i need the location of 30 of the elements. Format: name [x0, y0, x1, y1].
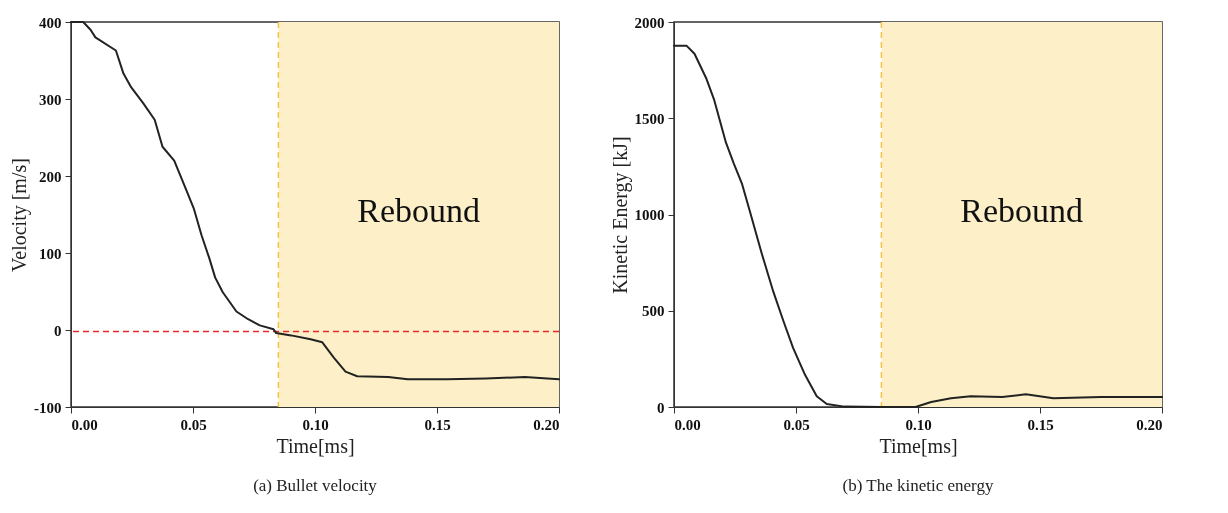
y-tick-label: 100: [39, 245, 62, 262]
x-axis-title: Time[ms]: [879, 434, 958, 457]
x-tick-label: 0.15: [1027, 416, 1054, 433]
y-tick-label: 2000: [634, 14, 665, 31]
y-tick-label: 300: [39, 91, 62, 108]
x-tick-label: 0.05: [180, 416, 207, 433]
x-tick-label: 0.00: [674, 416, 701, 433]
y-tick-label: 1000: [634, 207, 665, 223]
x-tick-label: 0.10: [302, 416, 329, 433]
y-axis-title: Kinetic Energy [kJ]: [608, 136, 632, 294]
y-tick-label: 0: [657, 399, 665, 416]
y-tick-label: -100: [34, 399, 62, 416]
line-series: [70, 21, 560, 381]
band-label: Rebound: [357, 192, 481, 229]
y-tick-label: 1500: [634, 110, 665, 127]
x-axis-title: Time[ms]: [276, 434, 355, 457]
y-axis-title: Velocity [m/s]: [8, 158, 31, 272]
y-tick-label: 500: [642, 303, 665, 320]
y-tick-label: 0: [54, 322, 62, 339]
x-tick-label: 0.10: [905, 416, 932, 433]
text: (b) The kinetic energy: [842, 476, 994, 495]
x-tick-label: 0.00: [71, 416, 98, 433]
band-label: Rebound: [960, 192, 1084, 229]
y-tick-label: 200: [39, 168, 62, 185]
text: (a) Bullet velocity: [253, 476, 378, 495]
x-tick-label: 0.15: [424, 416, 451, 433]
y-tick-label: 400: [39, 14, 62, 31]
x-tick-label: 0.05: [783, 416, 810, 433]
x-tick-label: 0.20: [533, 416, 560, 433]
x-tick-label: 0.20: [1136, 416, 1163, 433]
